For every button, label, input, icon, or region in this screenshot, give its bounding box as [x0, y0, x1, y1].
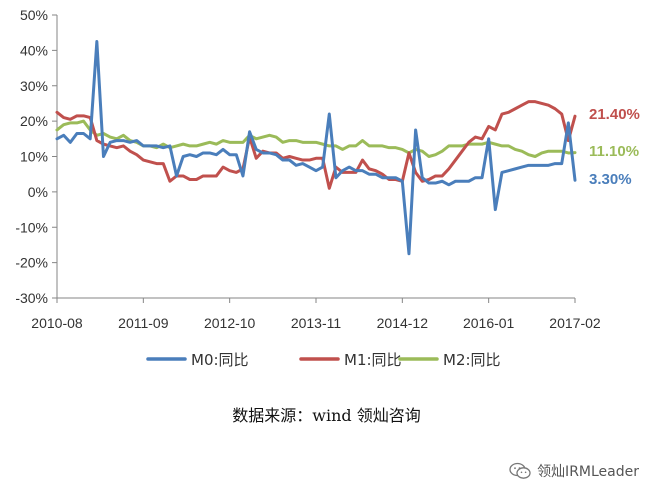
x-tick-label: 2011-09 — [118, 315, 169, 331]
y-axis: 50% 40% 30% 20% 10% 0% -10% -20% -30% — [15, 7, 58, 306]
legend-label: M1:同比 — [344, 351, 402, 369]
watermark-text: 领灿IRMLeader — [537, 464, 639, 480]
x-tick-label: 2014-12 — [377, 315, 429, 331]
end-labels: 3.30% 21.40% 11.10% — [589, 106, 640, 188]
end-value-label: 3.30% — [589, 171, 632, 188]
y-tick-label: -10% — [15, 219, 48, 235]
legend-label: M2:同比 — [443, 351, 501, 369]
y-tick-label: 10% — [20, 149, 48, 165]
y-tick-label: 0% — [28, 184, 48, 200]
end-value-label: 11.10% — [589, 143, 639, 160]
x-axis: 2010-08 2011-09 2012-10 2013-11 2014-12 2016-… — [31, 297, 601, 331]
series-line-m1 — [55, 100, 577, 190]
source-note: 数据来源：wind 领灿咨询 — [232, 406, 421, 425]
legend: M0:同比 M1:同比 M2:同比 — [146, 351, 501, 369]
x-tick-label: 2017-02 — [549, 315, 601, 331]
series-line-m0 — [55, 40, 577, 256]
watermark: 领灿IRMLeader — [509, 461, 639, 481]
x-tick-label: 2013-11 — [291, 315, 342, 331]
legend-label: M0:同比 — [191, 351, 249, 369]
y-tick-label: -20% — [15, 255, 48, 271]
y-tick-label: 40% — [20, 42, 48, 58]
x-tick-label: 2016-01 — [463, 315, 515, 331]
x-tick-label: 2012-10 — [204, 315, 256, 331]
line-chart: 50%40%30%20%10%0%-10%-20%-30% 2010-08 201… — [15, 7, 640, 369]
wechat-icon — [509, 462, 531, 479]
series-lines — [55, 40, 577, 256]
y-tick-label: 30% — [20, 78, 48, 94]
x-tick-label: 2010-08 — [31, 315, 83, 331]
y-tick-label: 50% — [20, 7, 48, 23]
end-value-label: 21.40% — [589, 106, 640, 123]
y-tick-label: 20% — [20, 113, 48, 129]
y-tick-label: -30% — [15, 290, 48, 306]
